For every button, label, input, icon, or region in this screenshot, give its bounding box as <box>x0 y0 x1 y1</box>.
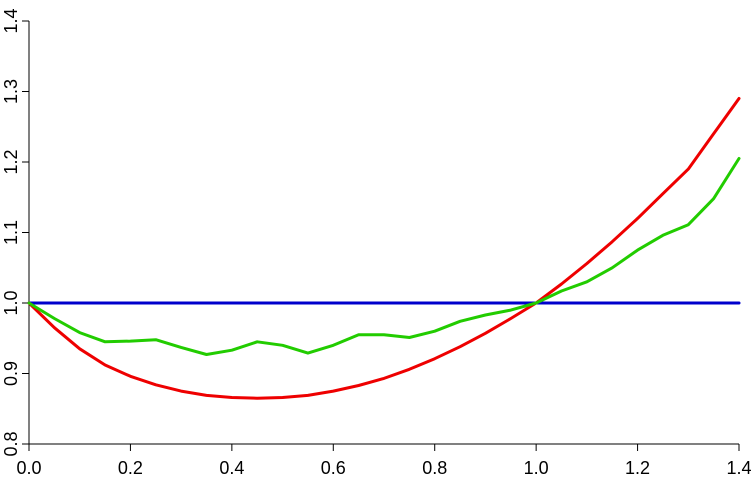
series-lines <box>27 97 741 400</box>
x-tick-label: 0.2 <box>118 458 143 478</box>
y-tick-label: 1.4 <box>1 8 21 33</box>
series-line-3 <box>27 157 741 356</box>
y-tick-label: 0.8 <box>1 431 21 456</box>
y-tick-label: 1.2 <box>1 149 21 174</box>
y-axis-ticks: 0.8 0.9 1.0 1.1 1.2 1.3 1.4 <box>1 8 29 457</box>
y-tick-label: 1.0 <box>1 290 21 315</box>
x-tick-label: 0.6 <box>321 458 346 478</box>
x-tick-label: 0.0 <box>16 458 41 478</box>
y-tick-label: 1.3 <box>1 79 21 104</box>
series-line-2 <box>27 97 741 400</box>
x-tick-label: 0.8 <box>422 458 447 478</box>
y-tick-label: 0.9 <box>1 361 21 386</box>
y-tick-label: 1.1 <box>1 220 21 245</box>
plot-area: 0.0 0.2 0.4 0.6 0.8 1.0 1.2 1.4 0.8 0.9 1.0 1.1 1.2… <box>1 8 752 478</box>
x-tick-label: 1.2 <box>625 458 650 478</box>
x-tick-label: 1.4 <box>726 458 751 478</box>
x-axis-ticks: 0.0 0.2 0.4 0.6 0.8 1.0 1.2 1.4 <box>16 444 752 478</box>
x-tick-label: 0.4 <box>219 458 244 478</box>
x-tick-label: 1.0 <box>524 458 549 478</box>
